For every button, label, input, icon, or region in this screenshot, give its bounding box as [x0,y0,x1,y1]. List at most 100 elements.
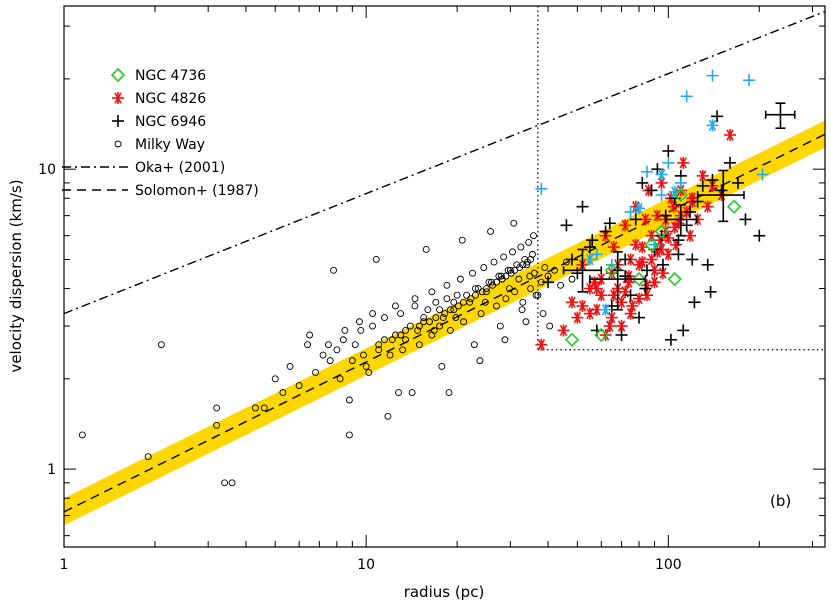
point-ngc-4826 [576,299,589,312]
point-milky-way [445,389,453,397]
point-milky-way [568,275,576,283]
point-milky-way [221,479,229,487]
point-milky-way [509,248,516,256]
point-milky-way [339,336,347,344]
point-ngc-4736 [673,187,688,203]
point-ngc-4826 [724,129,737,142]
point-milky-way [489,281,497,289]
point-ngc-4826-cyan [583,253,596,266]
point-milky-way [345,431,353,439]
point-milky-way [213,421,221,429]
point-ngc-6946 [739,213,752,226]
point-milky-way [348,357,356,365]
point-milky-way [544,272,552,280]
point-milky-way [502,295,510,303]
point-milky-way [369,310,377,318]
point-ngc-6946 [706,174,719,187]
point-ngc-4826 [636,256,649,269]
legend-label: Oka+ (2001) [135,160,225,176]
point-ngc-4736 [631,271,647,287]
point-milky-way [458,236,466,244]
point-ngc-6946-cyan [535,182,548,195]
point-milky-way [443,295,451,303]
point-milky-way [375,346,383,354]
point-ngc-6946 [619,270,632,283]
point-ngc-4826 [605,311,618,324]
legend-label: NGC 4736 [135,68,206,84]
point-ngc-6946 [633,311,646,324]
error-bars [562,102,796,311]
point-milky-way [476,357,484,365]
point-ngc-6946 [571,267,584,280]
point-milky-way [436,322,444,330]
point-milky-way [306,331,314,339]
error-bar [764,102,796,129]
point-milky-way [446,326,454,334]
point-ngc-6946 [599,225,612,238]
point-ngc-6946-cyan [756,168,769,181]
point-ngc-6946 [603,217,616,230]
point-milky-way [384,412,392,420]
point-ngc-6946-cyan [655,189,668,202]
point-ngc-4826 [668,221,681,234]
point-milky-way [481,298,489,306]
point-ngc-4826-cyan [655,168,668,181]
point-milky-way [430,326,438,334]
point-milky-way [424,306,432,314]
point-milky-way [539,310,547,318]
point-milky-way [515,275,523,283]
legend-item: NGC 4736 [110,67,206,84]
point-milky-way [345,396,353,404]
point-milky-way [319,351,327,359]
point-milky-way [518,306,526,314]
error-bar [664,204,698,237]
point-milky-way [519,298,527,306]
point-milky-way [446,306,454,314]
point-milky-way [432,298,440,306]
point-ngc-6946 [701,258,714,271]
point-ngc-4826 [701,200,714,213]
point-milky-way [517,243,525,251]
point-milky-way [497,272,505,280]
point-milky-way [443,281,451,289]
point-ngc-4736 [644,237,659,252]
point-ngc-6946 [655,229,668,242]
point-milky-way [286,362,294,370]
legend-label: NGC 4826 [135,91,206,107]
point-ngc-6946 [639,282,652,295]
point-milky-way [415,341,423,349]
point-milky-way [326,357,334,365]
point-ngc-6946 [619,253,632,266]
x-tick-label: 100 [655,557,682,573]
point-ngc-6946 [615,329,628,342]
point-milky-way [439,314,447,322]
point-ngc-4826 [674,184,687,197]
point-milky-way [500,253,508,261]
point-milky-way [213,404,221,412]
point-ngc-6946 [731,176,744,189]
point-milky-way [534,291,542,299]
point-ngc-4826 [636,241,649,254]
point-milky-way [397,331,405,339]
point-ngc-6946 [753,229,766,242]
point-milky-way [456,275,464,283]
point-ngc-6946-cyan [624,205,637,218]
point-milky-way [336,375,344,383]
point-milky-way [351,341,359,349]
point-ngc-4826 [662,231,675,244]
axes: 1 10 100 1 10 [38,5,826,573]
point-ngc-4826 [662,248,675,261]
legend-label: Solomon+ (1987) [135,183,259,199]
legend: NGC 4736 NGC 4826 NGC 6946 Milky Way Oka+ (2… [62,67,259,199]
point-milky-way [532,291,540,299]
point-milky-way [420,314,428,322]
panel-label: (b) [770,492,791,510]
point-milky-way [510,219,518,227]
point-milky-way [472,291,479,299]
point-milky-way [362,362,370,370]
error-bar [589,251,647,311]
point-milky-way [488,278,496,286]
point-milky-way [271,375,279,383]
point-ngc-4736 [604,263,619,278]
point-milky-way [477,310,485,318]
